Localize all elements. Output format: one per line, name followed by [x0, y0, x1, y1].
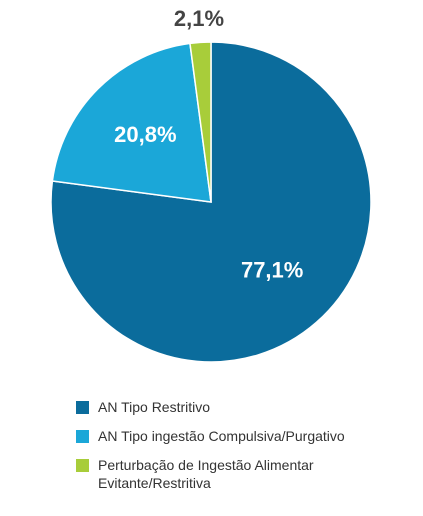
legend-item: AN Tipo ingestão Compulsiva/Purgativo [76, 427, 376, 445]
legend-swatch [76, 430, 89, 443]
value-label: 20,8% [114, 122, 176, 147]
legend: AN Tipo Restritivo AN Tipo ingestão Compu… [76, 398, 376, 503]
legend-label: AN Tipo ingestão Compulsiva/Purgativo [98, 428, 345, 444]
legend-swatch [76, 459, 89, 472]
legend-label: Perturbação de Ingestão Alimentar Evitan… [98, 457, 314, 491]
value-label: 2,1% [174, 6, 224, 31]
pie-slice [51, 42, 212, 203]
pie-slice [189, 41, 212, 203]
legend-swatch [76, 401, 89, 414]
value-label: 77,1% [241, 258, 303, 283]
chart: 77,1% 20,8% 2,1% [50, 6, 372, 363]
legend-label: AN Tipo Restritivo [98, 399, 211, 415]
legend-item: Perturbação de Ingestão Alimentar Evitan… [76, 456, 376, 492]
legend-item: AN Tipo Restritivo [76, 398, 376, 416]
